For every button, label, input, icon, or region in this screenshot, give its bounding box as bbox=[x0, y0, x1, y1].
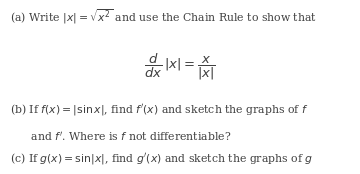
Text: $\dfrac{d}{dx}\,|x| = \dfrac{x}{|x|}$: $\dfrac{d}{dx}\,|x| = \dfrac{x}{|x|}$ bbox=[144, 52, 216, 82]
Text: (c) If $g(x) = \sin|x|$, find $g^{\prime}(x)$ and sketch the graphs of $g$: (c) If $g(x) = \sin|x|$, find $g^{\prime… bbox=[10, 151, 313, 166]
Text: (b) If $f(x) = |\sin x|$, find $f^{\prime}(x)$ and sketch the graphs of $f$: (b) If $f(x) = |\sin x|$, find $f^{\prim… bbox=[10, 102, 309, 117]
Text: (a) Write $|x| = \sqrt{x^2}$ and use the Chain Rule to show that: (a) Write $|x| = \sqrt{x^2}$ and use the… bbox=[10, 8, 317, 26]
Text: and $f^{\prime}$. Where is $f$ not differentiable?: and $f^{\prime}$. Where is $f$ not diffe… bbox=[10, 130, 231, 143]
